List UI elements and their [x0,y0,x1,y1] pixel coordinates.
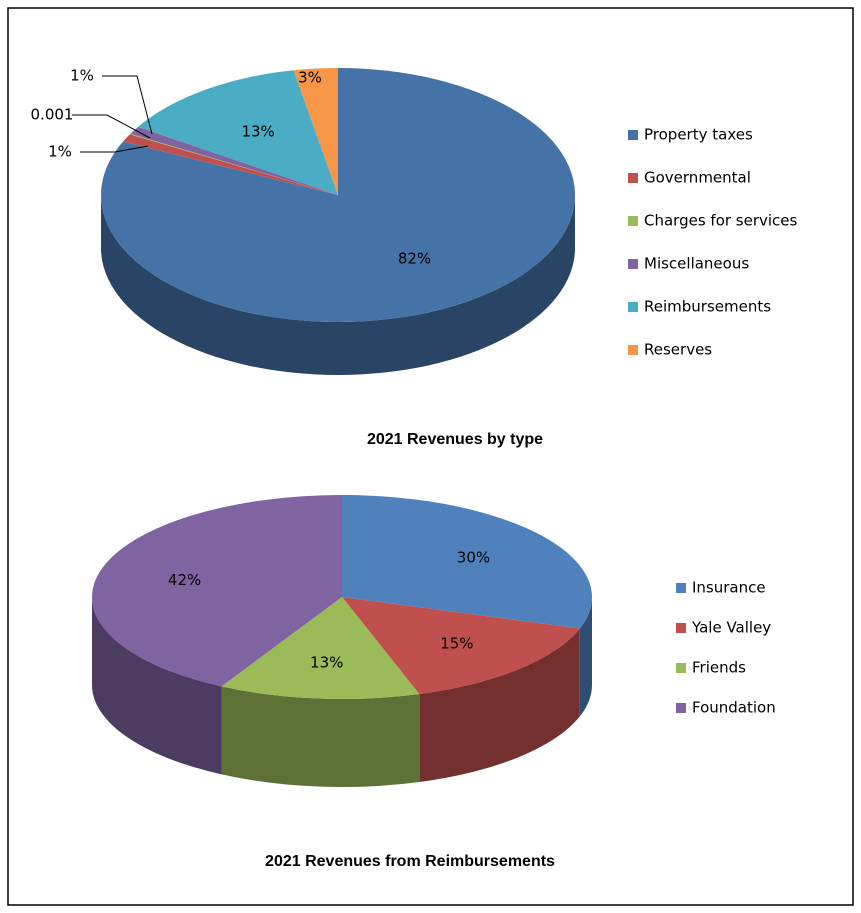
slice [293,68,338,195]
slice [342,495,592,629]
legend-label: Reimbursements [644,298,771,316]
slice [92,495,342,687]
data-label: 1% [48,143,72,161]
legend-label: Yale Valley [691,619,771,637]
legend-swatch [628,173,638,183]
legend-swatch [628,302,638,312]
leader-line [102,75,153,135]
data-label: 13% [241,122,274,140]
legend-label: Friends [692,659,746,677]
slice-side [221,686,420,787]
data-label: 13% [310,654,343,672]
slice-side [579,597,592,717]
slice [138,70,338,195]
slice-side [92,597,222,775]
legend-label: Property taxes [644,126,753,144]
slice [221,597,420,700]
data-label: 42% [168,571,201,589]
legend-label: Reserves [644,341,712,359]
legend-swatch [628,259,638,269]
legend-label: Miscellaneous [644,255,749,273]
slice [129,133,338,195]
data-label: 30% [457,549,490,567]
slice [130,126,338,195]
legend-swatch [676,663,686,673]
slice-side [419,628,580,783]
legend-swatch [676,703,686,713]
legend-swatch [628,345,638,355]
legend-swatch [628,216,638,226]
slice-side [101,195,575,375]
legend-swatch [676,623,686,633]
legend-label: Governmental [644,169,751,187]
legend-swatch [676,583,686,593]
legend-label: Insurance [692,579,766,597]
data-label: 15% [440,634,473,652]
leader-line [80,145,149,153]
data-label: 82% [398,250,431,268]
leader-line [72,114,151,139]
slice [342,597,580,695]
legend-label: Charges for services [644,212,798,230]
data-label: 0.001 [31,106,74,124]
slice [123,134,338,195]
chart-title: 2021 Revenues by type [367,431,543,448]
data-label: 3% [298,69,322,87]
data-label: 1% [70,67,94,85]
legend-label: Foundation [692,699,776,717]
legend-swatch [628,130,638,140]
chart-title: 2021 Revenues from Reimbursements [265,853,555,870]
